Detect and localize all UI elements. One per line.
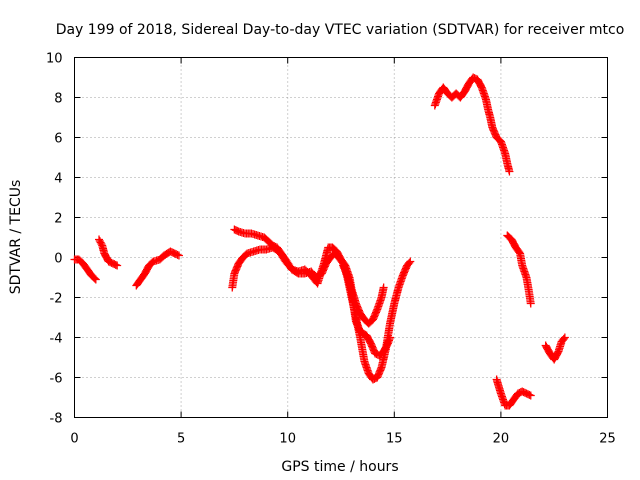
data-point — [526, 391, 535, 400]
data-points — [70, 73, 569, 410]
x-tick-label: 15 — [386, 432, 403, 447]
x-tick-label: 10 — [279, 432, 296, 447]
data-point — [111, 260, 120, 269]
data-point — [559, 334, 568, 343]
data-point — [505, 167, 514, 176]
y-tick-label: -6 — [50, 372, 63, 387]
x-tick-label: 0 — [70, 432, 78, 447]
data-point — [560, 333, 569, 342]
y-tick-label: 6 — [54, 132, 62, 147]
chart-title: Day 199 of 2018, Sidereal Day-to-day VTE… — [56, 22, 625, 38]
y-tick-label: 4 — [54, 172, 62, 187]
data-point — [91, 275, 100, 284]
data-point — [526, 299, 535, 308]
data-point — [386, 333, 395, 342]
data-point — [174, 251, 183, 260]
y-tick-label: 0 — [54, 252, 62, 267]
data-point — [90, 274, 99, 283]
data-point — [113, 261, 122, 270]
y-axis-label: SDTVAR / TECUs — [8, 180, 24, 295]
y-tick-label: 8 — [54, 92, 62, 107]
y-tick-label: -4 — [50, 332, 63, 347]
y-tick-label: -8 — [50, 412, 63, 427]
y-tick-labels: -8 -6 -4 -2 0 2 4 6 8 10 — [46, 52, 63, 427]
x-tick-label: 20 — [493, 432, 510, 447]
y-tick-label: 2 — [54, 212, 62, 227]
data-point — [405, 258, 414, 267]
data-point — [406, 257, 415, 266]
gridlines — [74, 57, 608, 418]
y-tick-label: -2 — [50, 292, 63, 307]
plot-frame — [74, 57, 608, 418]
x-tick-labels: 0 5 10 15 20 25 — [70, 432, 615, 447]
x-axis-label: GPS time / hours — [281, 459, 398, 475]
axis-ticks — [74, 57, 608, 418]
data-point — [525, 390, 534, 399]
x-tick-label: 5 — [177, 432, 185, 447]
data-point — [173, 250, 182, 259]
data-point — [379, 283, 388, 292]
y-tick-label: 10 — [46, 52, 63, 67]
x-tick-label: 25 — [599, 432, 616, 447]
